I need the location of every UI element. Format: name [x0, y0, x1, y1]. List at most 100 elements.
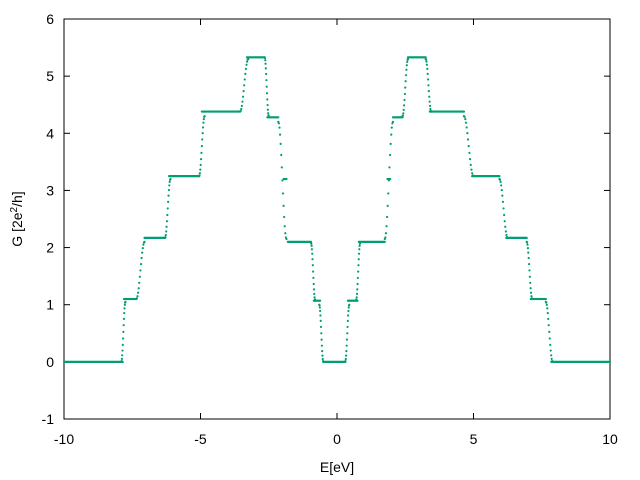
data-point — [121, 343, 124, 346]
data-point — [551, 360, 554, 363]
data-point — [280, 166, 283, 169]
data-point — [246, 60, 249, 63]
data-point — [347, 306, 350, 309]
data-point — [164, 236, 167, 239]
y-tick-label: 6 — [46, 11, 54, 27]
data-point — [348, 303, 351, 306]
data-point — [471, 172, 474, 175]
data-point — [549, 343, 552, 346]
data-point — [198, 174, 201, 177]
data-point — [462, 110, 466, 113]
data-point — [356, 276, 359, 280]
data-point — [464, 121, 468, 124]
data-point — [500, 184, 503, 187]
data-point — [318, 299, 322, 302]
data-point — [138, 275, 141, 278]
data-point — [279, 142, 282, 146]
data-point — [200, 145, 203, 148]
data-point — [498, 178, 502, 181]
data-point — [404, 86, 407, 89]
data-point — [142, 243, 145, 246]
data-point — [166, 213, 169, 217]
data-point — [313, 292, 316, 296]
data-point — [401, 114, 405, 117]
data-point — [168, 180, 171, 184]
data-point — [240, 107, 243, 111]
data-point — [198, 172, 202, 175]
data-point — [384, 236, 387, 239]
data-point — [529, 291, 533, 294]
data-point — [346, 325, 349, 329]
data-point — [137, 291, 140, 294]
x-tick-label: 0 — [333, 431, 341, 447]
data-point — [467, 145, 470, 148]
data-point — [528, 269, 531, 272]
data-point — [263, 56, 267, 60]
data-point — [266, 98, 269, 101]
plot-frame — [63, 18, 611, 420]
data-point — [241, 100, 244, 103]
data-point — [265, 72, 268, 76]
data-points — [62, 56, 612, 363]
data-point — [241, 95, 245, 98]
data-point — [468, 151, 471, 154]
data-point — [143, 240, 146, 243]
data-point — [344, 360, 347, 363]
data-point — [385, 225, 388, 228]
data-point — [121, 337, 125, 340]
data-point — [391, 120, 395, 123]
data-point — [389, 142, 392, 146]
data-point — [240, 104, 243, 107]
data-point — [499, 180, 502, 184]
data-point — [314, 299, 317, 302]
data-point — [199, 163, 202, 166]
data-point — [122, 324, 125, 327]
data-point — [243, 78, 246, 81]
data-point — [267, 115, 270, 118]
data-point — [545, 303, 548, 306]
data-point — [384, 232, 388, 235]
data-point — [389, 177, 392, 181]
data-point — [278, 126, 281, 129]
data-point — [404, 80, 407, 83]
data-point — [285, 177, 288, 181]
data-point — [123, 307, 126, 310]
data-point — [245, 63, 248, 66]
data-point — [526, 243, 529, 246]
data-point — [429, 107, 432, 111]
data-point — [267, 112, 270, 115]
data-point — [526, 241, 529, 244]
data-point — [165, 225, 168, 228]
data-point — [265, 92, 269, 95]
data-point — [426, 72, 429, 75]
data-point — [390, 126, 393, 129]
data-point — [545, 301, 548, 304]
data-point — [428, 95, 431, 98]
data-point — [425, 63, 428, 66]
data-point — [124, 300, 127, 303]
data-point — [123, 312, 126, 315]
data-point — [347, 314, 350, 317]
data-point — [498, 175, 501, 178]
data-point — [549, 349, 552, 352]
data-point — [463, 115, 466, 118]
data-point — [281, 179, 284, 182]
data-point — [386, 204, 389, 207]
data-point — [504, 225, 507, 228]
data-point — [135, 297, 139, 300]
data-point — [310, 242, 313, 245]
y-axis-label-base: G [2e — [9, 212, 25, 246]
data-point — [548, 330, 551, 333]
data-point — [468, 158, 472, 161]
data-point — [402, 108, 405, 112]
data-point — [504, 230, 507, 233]
data-point — [472, 175, 475, 178]
data-point — [310, 244, 313, 247]
data-point — [169, 177, 172, 181]
data-point — [346, 319, 349, 322]
data-point — [312, 270, 315, 273]
data-point — [311, 264, 314, 267]
data-point — [120, 360, 123, 363]
